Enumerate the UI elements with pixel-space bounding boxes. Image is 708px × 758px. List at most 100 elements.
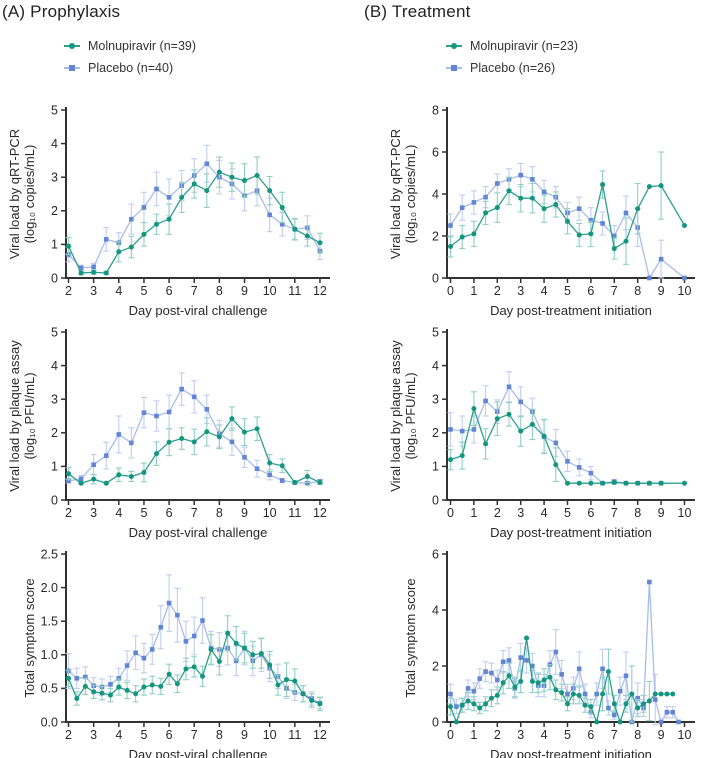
molnupiravir-marker-icon — [64, 41, 80, 51]
y-axis-title: Viral load by plaque assay — [7, 340, 22, 492]
svg-text:4: 4 — [432, 359, 439, 373]
svg-text:3: 3 — [51, 393, 58, 407]
svg-text:1.0: 1.0 — [41, 648, 58, 662]
chart-svg: 0 2 4 6 0 1 2 3 4 5 6 7 8 9 10 Day post-treatment initi… — [403, 547, 695, 758]
molnupiravir-series — [447, 151, 687, 265]
svg-text:3: 3 — [432, 393, 439, 407]
y-axis-title: Viral load by qRT-PCR — [7, 129, 22, 259]
placebo-series — [65, 574, 323, 710]
svg-text:10: 10 — [678, 284, 692, 298]
svg-text:6: 6 — [587, 728, 594, 742]
svg-text:0: 0 — [51, 271, 58, 285]
svg-text:9: 9 — [658, 284, 665, 298]
chart-a-qrtpcr: 0 1 2 3 4 5 2 3 4 5 6 7 8 9 10 11 12 Day post-viral chall… — [0, 98, 354, 320]
svg-text:3: 3 — [517, 506, 524, 520]
svg-text:12: 12 — [313, 284, 327, 298]
chart-svg: 0.0 0.5 1.0 1.5 2.0 2.5 2 3 4 5 6 7 8 9 10 11 12 Day post… — [22, 547, 330, 758]
svg-text:6: 6 — [587, 506, 594, 520]
svg-text:6: 6 — [166, 284, 173, 298]
svg-text:4: 4 — [51, 137, 58, 151]
y-axis-title: Total symptom score — [22, 578, 37, 697]
y-axis-title: Viral load by plaque assay — [388, 340, 403, 492]
svg-text:10: 10 — [263, 728, 277, 742]
svg-text:4: 4 — [115, 506, 122, 520]
svg-text:2: 2 — [51, 426, 58, 440]
molnupiravir-marker-icon — [446, 41, 462, 51]
svg-text:5: 5 — [564, 284, 571, 298]
y-axis-title: Total symptom score — [403, 578, 418, 697]
svg-text:4: 4 — [541, 284, 548, 298]
chart-svg: 0 1 2 3 4 5 0 1 2 3 4 5 6 7 8 9 10 Day post-treatment ini… — [388, 325, 695, 540]
svg-text:8: 8 — [634, 506, 641, 520]
y-axis-title: Viral load by qRT-PCR — [388, 129, 403, 259]
svg-text:5: 5 — [51, 325, 58, 339]
legend-panel-b: Molnupiravir (n=23) Placebo (n=26) — [446, 39, 578, 83]
svg-text:5: 5 — [564, 728, 571, 742]
svg-text:10: 10 — [263, 506, 277, 520]
svg-text:1: 1 — [51, 460, 58, 474]
svg-text:4: 4 — [541, 506, 548, 520]
svg-text:4: 4 — [432, 603, 439, 617]
legend-item-molnupiravir-b: Molnupiravir (n=23) — [446, 39, 578, 53]
svg-text:0.0: 0.0 — [41, 715, 58, 729]
chart-b-symptom: 0 2 4 6 0 1 2 3 4 5 6 7 8 9 10 Day post-treatment initi… — [354, 542, 708, 758]
svg-text:0: 0 — [447, 284, 454, 298]
svg-text:7: 7 — [611, 284, 618, 298]
panel-a-title: (A) Prophylaxis — [2, 2, 121, 21]
panel-b-title: (B) Treatment — [364, 2, 471, 21]
svg-text:0: 0 — [51, 493, 58, 507]
svg-text:0: 0 — [447, 506, 454, 520]
svg-text:5: 5 — [140, 284, 147, 298]
svg-text:1: 1 — [470, 506, 477, 520]
svg-text:12: 12 — [313, 506, 327, 520]
svg-text:1: 1 — [470, 728, 477, 742]
axes — [446, 107, 695, 279]
svg-text:4: 4 — [541, 728, 548, 742]
chart-b-qrtpcr: 0 2 4 6 8 0 1 2 3 4 5 6 7 8 9 10 Day post-treatment init… — [354, 98, 708, 320]
x-axis-title: Day post-treatment initiation — [490, 303, 652, 318]
axes — [446, 329, 695, 501]
svg-text:1: 1 — [432, 460, 439, 474]
molnupiravir-series — [447, 391, 687, 486]
chart-svg: 0 2 4 6 8 0 1 2 3 4 5 6 7 8 9 10 Day post-treatment init… — [388, 103, 695, 318]
chart-b-plaque: 0 1 2 3 4 5 0 1 2 3 4 5 6 7 8 9 10 Day post-treatment ini… — [354, 320, 708, 542]
svg-text:6: 6 — [432, 145, 439, 159]
svg-text:9: 9 — [241, 506, 248, 520]
svg-text:7: 7 — [191, 506, 198, 520]
svg-text:2: 2 — [432, 229, 439, 243]
svg-text:2: 2 — [65, 284, 72, 298]
svg-text:10: 10 — [678, 506, 692, 520]
legend-item-molnupiravir-a: Molnupiravir (n=39) — [64, 38, 197, 53]
svg-text:10: 10 — [678, 728, 692, 742]
molnupiravir-series — [65, 406, 323, 486]
x-axis-title: Day post-viral challenge — [129, 303, 268, 318]
svg-text:7: 7 — [611, 728, 618, 742]
svg-text:6: 6 — [166, 506, 173, 520]
svg-text:11: 11 — [288, 284, 301, 298]
svg-text:6: 6 — [432, 547, 439, 561]
svg-text:2: 2 — [494, 284, 501, 298]
y-axis-title: (log₁₀ PFU/mL) — [22, 372, 37, 459]
svg-text:2: 2 — [494, 506, 501, 520]
y-axis-title: (log₁₀ PFU/mL) — [403, 372, 418, 459]
svg-text:2: 2 — [494, 728, 501, 742]
svg-text:0: 0 — [432, 715, 439, 729]
chart-a-plaque: 0 1 2 3 4 5 2 3 4 5 6 7 8 9 10 11 12 Day post-viral chall… — [0, 320, 354, 542]
axes — [65, 551, 330, 723]
legend-item-placebo-a: Placebo (n=40) — [64, 61, 196, 75]
svg-text:0: 0 — [432, 271, 439, 285]
svg-text:1.5: 1.5 — [41, 615, 58, 629]
legend-panel-a: Molnupiravir (n=39) Placebo (n=40) — [64, 39, 196, 83]
svg-text:0: 0 — [432, 493, 439, 507]
svg-text:3: 3 — [51, 171, 58, 185]
molnupiravir-series — [65, 615, 323, 712]
svg-text:3: 3 — [517, 728, 524, 742]
svg-text:8: 8 — [216, 506, 223, 520]
svg-text:9: 9 — [241, 728, 248, 742]
legend-label: Molnupiravir (n=39) — [88, 38, 197, 53]
x-axis-title: Day post-viral challenge — [129, 747, 268, 758]
svg-text:3: 3 — [90, 728, 97, 742]
svg-text:2.5: 2.5 — [41, 547, 58, 561]
